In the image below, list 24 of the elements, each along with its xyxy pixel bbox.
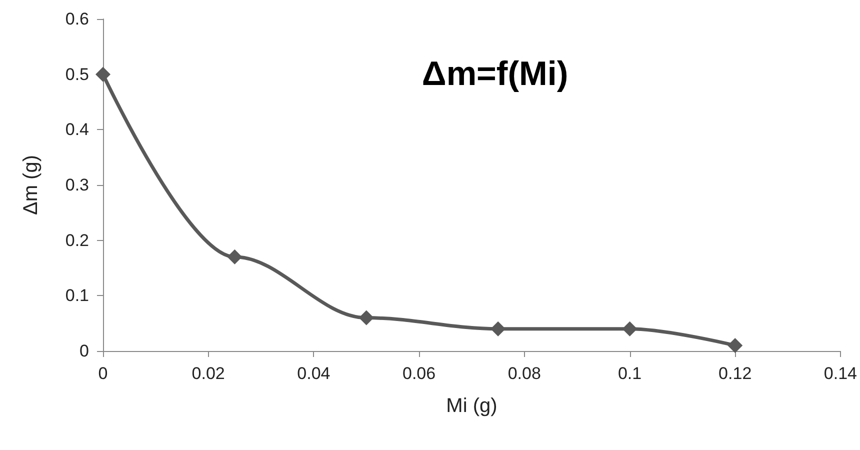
x-axis-title: Mi (g)	[446, 395, 498, 417]
x-tick-label: 0.04	[297, 364, 330, 383]
y-tick-label: 0.3	[65, 176, 89, 194]
x-tick-label: 0.1	[618, 364, 642, 383]
y-tick-label: 0.1	[65, 286, 89, 306]
x-tick-label: 0.02	[192, 364, 225, 383]
x-tick-label: 0.08	[508, 364, 541, 383]
y-tick-label: 0.5	[65, 64, 89, 84]
point	[358, 310, 374, 326]
y-tick-label: 0.2	[65, 230, 89, 250]
point	[96, 66, 110, 82]
point	[728, 338, 743, 353]
point	[490, 321, 506, 336]
y-axis-title: Δm (g)	[20, 154, 42, 216]
x-tick-label: 0.14	[824, 364, 858, 383]
text: Δm=f(Mi)	[422, 55, 568, 93]
x-tick-label: 0	[98, 364, 108, 383]
y-tick-label: 0	[80, 342, 89, 360]
point	[227, 249, 242, 264]
y-tick-label: 0.4	[65, 120, 89, 140]
x-tick-label: 0.12	[718, 364, 752, 383]
x-tick-label: 0.06	[402, 364, 436, 383]
point	[622, 321, 638, 336]
y-tick-label: 0.6	[65, 10, 89, 28]
